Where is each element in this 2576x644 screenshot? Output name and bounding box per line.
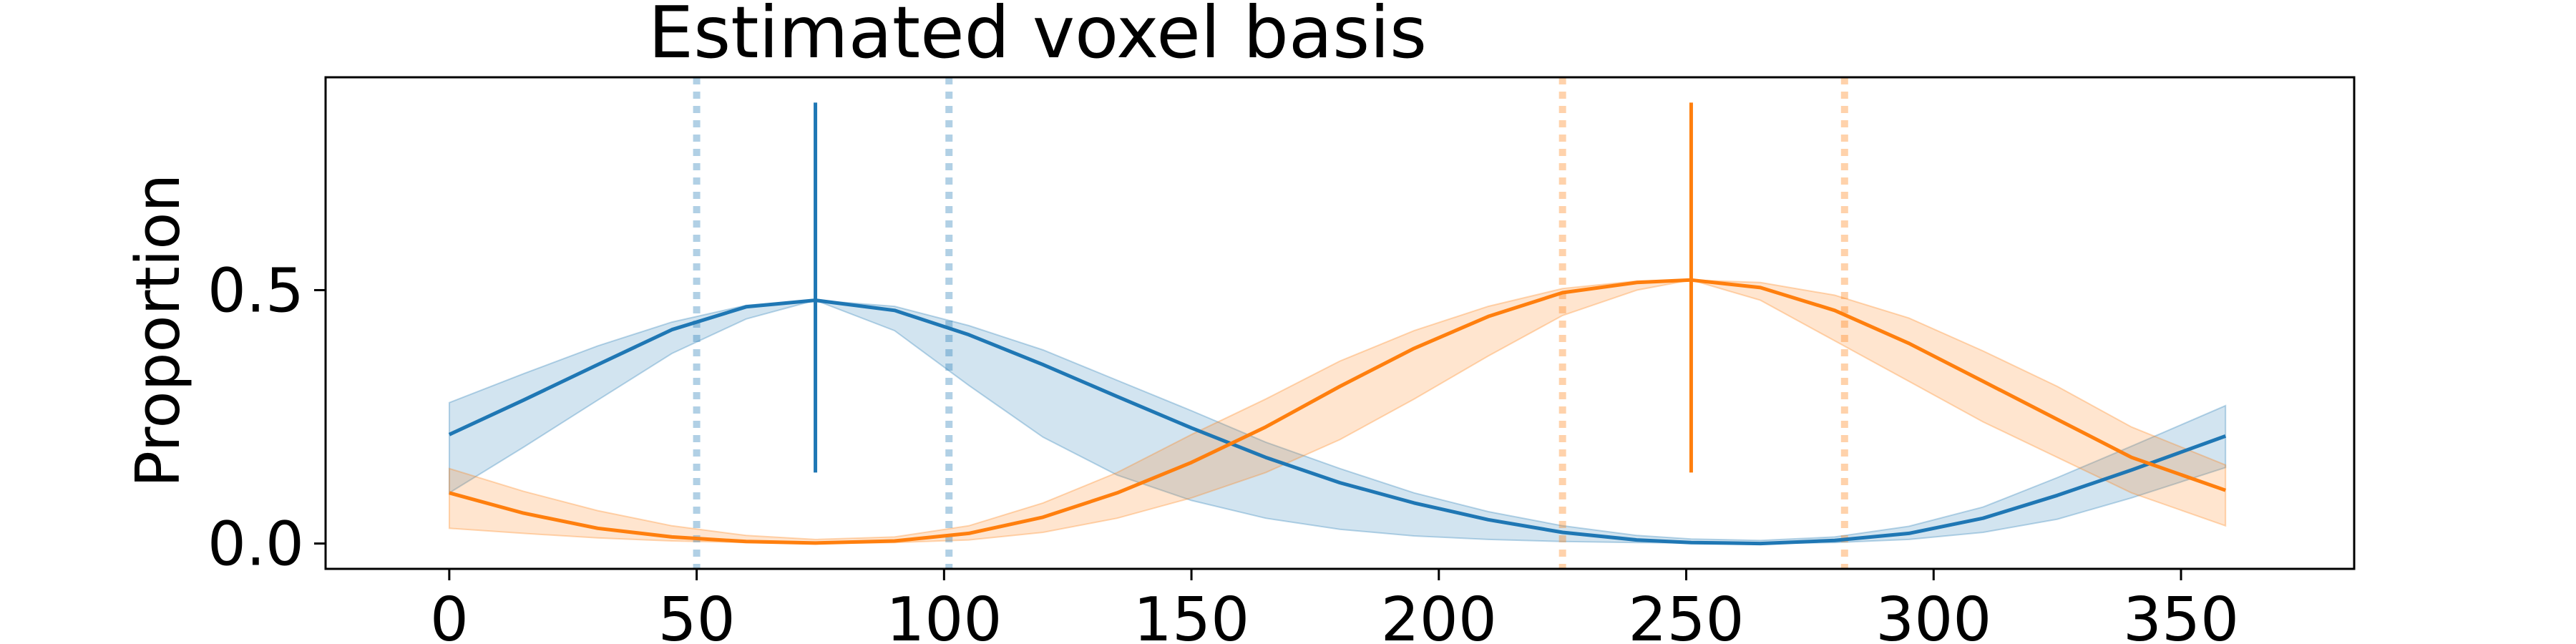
y-axis-ticks: 0.0 0.5: [208, 255, 326, 580]
x-tick-label: 50: [658, 585, 736, 644]
x-axis-ticks: 0 50 100 150 200 250 300 350: [430, 569, 2239, 644]
series-2-band: [448, 279, 2227, 545]
y-tick-label: 0.5: [208, 255, 304, 326]
x-tick-label: 250: [1628, 585, 1744, 644]
y-axis-label: Proportion: [123, 174, 194, 488]
y-tick-label: 0.0: [208, 509, 304, 580]
x-tick-label: 150: [1133, 585, 1249, 644]
x-tick-label: 300: [1875, 585, 1991, 644]
plot-frame: [324, 76, 2356, 570]
x-tick-label: 100: [886, 585, 1002, 644]
peak-markers: [814, 102, 1693, 473]
x-tick-label: 0: [430, 585, 469, 644]
confidence-bands: [448, 279, 2227, 545]
series-lines: [448, 278, 2227, 546]
series-1-band: [448, 299, 2227, 545]
chart-title: Estimated voxel basis: [648, 0, 1427, 74]
x-tick-label: 200: [1381, 585, 1497, 644]
x-tick-label: 350: [2123, 585, 2239, 644]
